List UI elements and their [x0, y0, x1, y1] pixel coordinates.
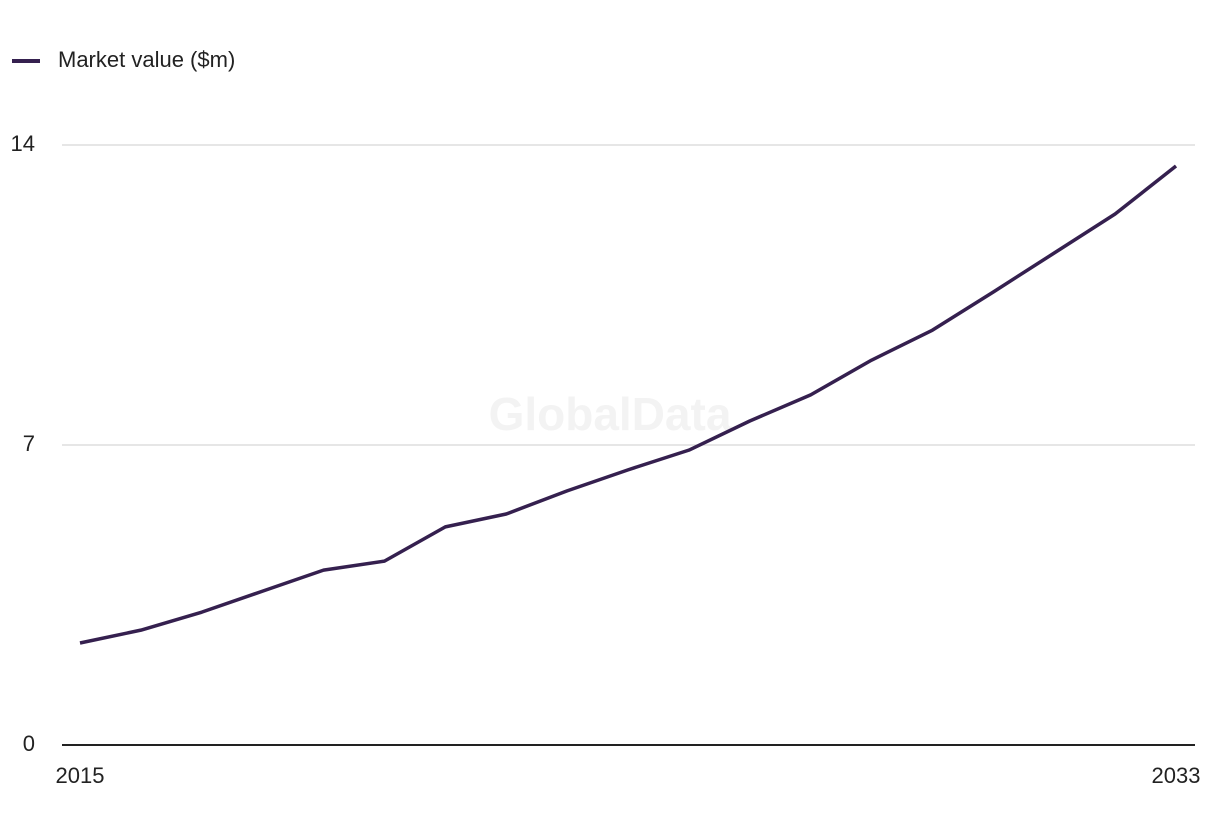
watermark: GlobalData — [489, 388, 732, 440]
legend-label: Market value ($m) — [58, 47, 235, 72]
data-line — [79, 164, 1178, 645]
x-tick-label: 2015 — [56, 763, 105, 788]
x-tick-label: 2033 — [1152, 763, 1201, 788]
y-tick-label: 14 — [11, 131, 35, 156]
y-tick-label: 0 — [23, 731, 35, 756]
y-tick-label: 7 — [23, 431, 35, 456]
